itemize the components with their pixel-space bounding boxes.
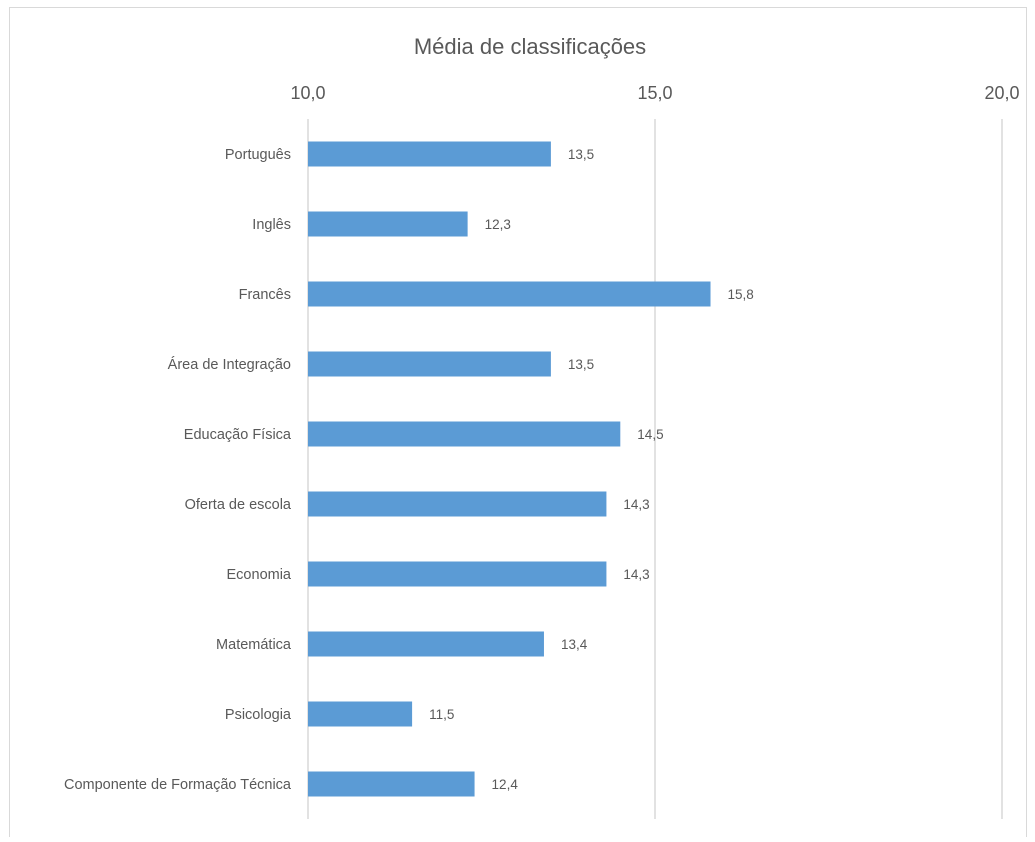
- bar: [308, 141, 551, 167]
- bar: [308, 771, 475, 797]
- category-label: Português: [225, 147, 291, 163]
- category-label: Economia: [227, 567, 292, 583]
- bar: [308, 281, 711, 307]
- bar: [308, 631, 544, 657]
- x-tick-label: 15,0: [637, 83, 672, 103]
- bar: [308, 491, 607, 517]
- x-axis-ticks: 10,0 15,0 20,0: [290, 83, 1019, 103]
- data-label: 12,4: [492, 777, 519, 792]
- x-tick-label: 20,0: [984, 83, 1019, 103]
- x-tick-label: 10,0: [290, 83, 325, 103]
- category-label: Oferta de escola: [185, 497, 292, 513]
- bar: [308, 351, 551, 377]
- bar: [308, 701, 413, 727]
- data-label: 13,5: [568, 357, 594, 372]
- category-label: Educação Física: [184, 427, 292, 443]
- bars: [308, 141, 711, 797]
- data-label: 15,8: [728, 287, 754, 302]
- category-label: Inglês: [252, 217, 291, 233]
- category-label: Componente de Formação Técnica: [64, 777, 292, 793]
- category-label: Francês: [239, 287, 291, 303]
- bar: [308, 211, 468, 237]
- data-label: 12,3: [485, 217, 511, 232]
- category-label: Matemática: [216, 637, 292, 653]
- data-labels: 13,5 12,3 15,8 13,5 14,5 14,3 14,3 13,4 11,5 12,4: [429, 147, 754, 792]
- data-label: 14,5: [637, 427, 663, 442]
- data-label: 14,3: [623, 497, 649, 512]
- bar: [308, 561, 607, 587]
- data-label: 11,5: [429, 707, 454, 722]
- category-label: Psicologia: [225, 707, 292, 723]
- data-label: 14,3: [623, 567, 649, 582]
- data-label: 13,4: [561, 637, 588, 652]
- bar: [308, 421, 621, 447]
- category-label: Área de Integração: [168, 356, 291, 373]
- data-label: 13,5: [568, 147, 594, 162]
- category-labels: Português Inglês Francês Área de Integração…: [64, 147, 292, 793]
- chart-title: Média de classificações: [414, 34, 646, 59]
